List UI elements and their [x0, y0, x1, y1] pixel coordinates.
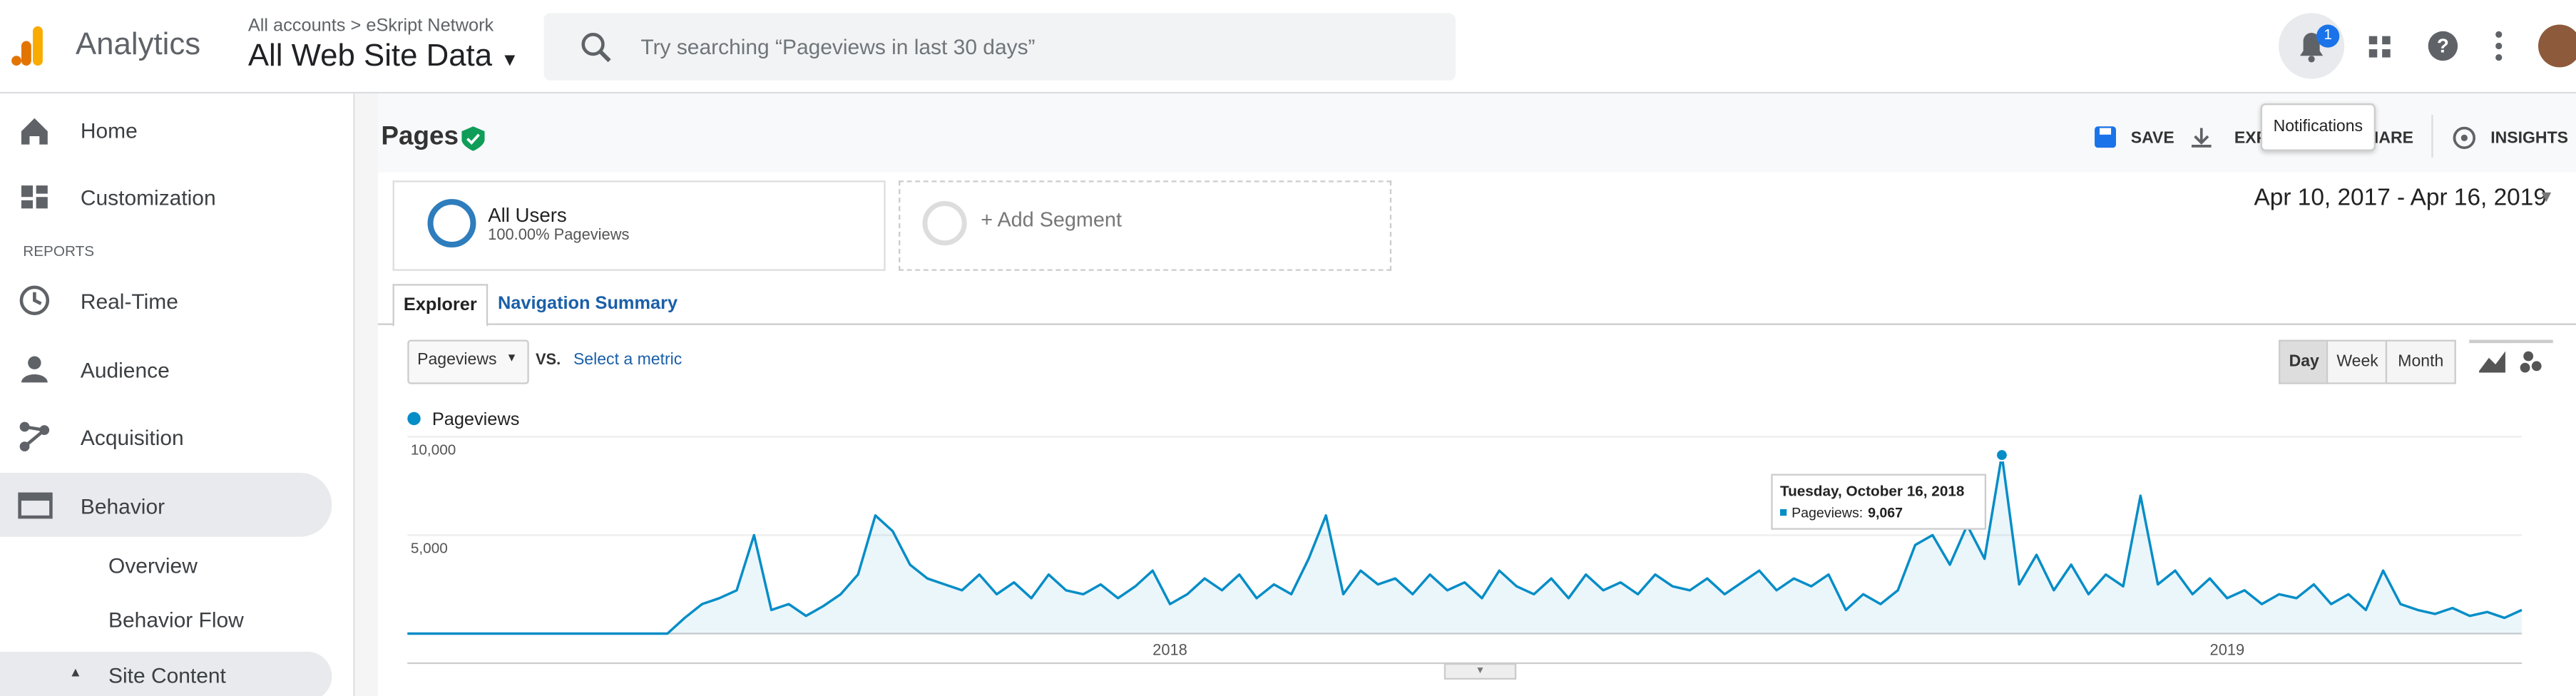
breadcrumb-item[interactable]: All accounts: [247, 16, 346, 36]
tooltip-box: [1771, 474, 1987, 530]
tab[interactable]: Navigation Summary: [497, 294, 678, 314]
nav-sub-item[interactable]: Overview: [108, 553, 198, 578]
property-selector[interactable]: All Web Site Data ▼: [247, 39, 519, 74]
add-segment[interactable]: + Add Segment: [981, 208, 1122, 232]
tooltip-value: 9,067: [1868, 506, 1903, 521]
insights-icon: [2453, 126, 2476, 150]
chart-tooltip: Tuesday, October 16, 2018 Pageviews: 9,067: [1771, 474, 1987, 530]
date-range[interactable]: Apr 10, 2017 - Apr 16, 2019: [2254, 185, 2547, 212]
tooltip-swatch: [1779, 509, 1787, 516]
chart-type-icons: [2479, 351, 2542, 373]
metric[interactable]: Pageviews: [417, 351, 497, 369]
nav-item[interactable]: Acquisition: [80, 425, 184, 450]
page-title: Pages: [381, 123, 459, 151]
dropdown-arrow[interactable]: ▼: [506, 352, 518, 365]
series-line: [407, 454, 2523, 635]
action[interactable]: SAVE: [2130, 129, 2174, 148]
granularity-button[interactable]: Day: [2279, 339, 2330, 384]
divider: [2431, 115, 2433, 158]
search-icon: [581, 33, 611, 63]
search-placeholder[interactable]: Try searching “Pageviews in last 30 days…: [640, 34, 1036, 59]
nav-sub-item[interactable]: Site Content: [108, 662, 226, 688]
chart-type-button[interactable]: [2510, 339, 2553, 344]
gutter: [354, 93, 378, 696]
highlight-point: [1995, 448, 2009, 462]
sidebar: [0, 93, 355, 696]
tooltip-date: Tuesday, October 16, 2018: [1780, 483, 1964, 500]
segment-name[interactable]: All Users: [488, 203, 567, 227]
add-segment-card[interactable]: [899, 180, 1392, 271]
vs-label: VS.: [535, 351, 561, 369]
report-bar: [377, 93, 2576, 173]
tooltip-row: Pageviews: 9,067: [1792, 506, 1903, 521]
section-label: REPORTS: [23, 242, 95, 260]
notification-count[interactable]: 1: [2324, 26, 2332, 43]
tooltip-label: Pageviews:: [1792, 506, 1863, 521]
nav-item[interactable]: Home: [80, 118, 138, 143]
sidebar-icons: [18, 118, 53, 519]
property-name[interactable]: All Web Site Data: [247, 39, 493, 74]
x-tick-label: 2018: [1152, 640, 1187, 658]
legend-label: Pageviews: [432, 409, 520, 429]
nav-item[interactable]: Audience: [80, 357, 170, 383]
y-tick-label: 5,000: [411, 541, 448, 557]
segment-detail: 100.00% Pageviews: [488, 226, 630, 245]
tab-line: [377, 323, 2576, 325]
metric-dropdown[interactable]: [407, 339, 529, 384]
granularity-button[interactable]: Week: [2326, 339, 2389, 384]
add-segment-ring: [922, 200, 967, 246]
granularity-button[interactable]: Month: [2385, 339, 2456, 384]
tooltip: Notifications: [2260, 103, 2376, 151]
nav-item[interactable]: Customization: [80, 185, 216, 210]
action-icons: [2095, 126, 2455, 148]
breadcrumb[interactable]: All accounts > eSkript Network: [247, 16, 494, 36]
series-area: [407, 455, 2522, 634]
x-tick-label: 2019: [2210, 640, 2245, 658]
expand-arrow: ▲: [68, 665, 82, 680]
nav-item[interactable]: Behavior: [80, 493, 165, 519]
select-metric[interactable]: Select a metric: [573, 351, 683, 369]
svg-text:?: ?: [2437, 35, 2449, 57]
search-box[interactable]: [543, 13, 1456, 81]
app-name: Analytics: [75, 28, 201, 63]
verified-icon: [461, 126, 485, 151]
action[interactable]: INSIGHTS: [2490, 129, 2569, 148]
date-arrow[interactable]: ▼: [2538, 188, 2555, 208]
breadcrumb-item[interactable]: eSkript Network: [366, 16, 494, 36]
legend-marker: [407, 411, 421, 426]
nav-sub-item[interactable]: Behavior Flow: [108, 607, 244, 633]
collapse-handle[interactable]: ▼: [1443, 662, 1517, 680]
active-sub-bg: [0, 651, 332, 696]
segment-ring: [427, 199, 476, 248]
active-item-bg: [0, 472, 332, 537]
nav-item[interactable]: Real-Time: [80, 289, 178, 314]
logo: [11, 26, 43, 66]
header-icons: ?: [2279, 13, 2576, 79]
y-tick-label: 10,000: [411, 442, 456, 459]
tab-active[interactable]: Explorer: [392, 284, 489, 327]
